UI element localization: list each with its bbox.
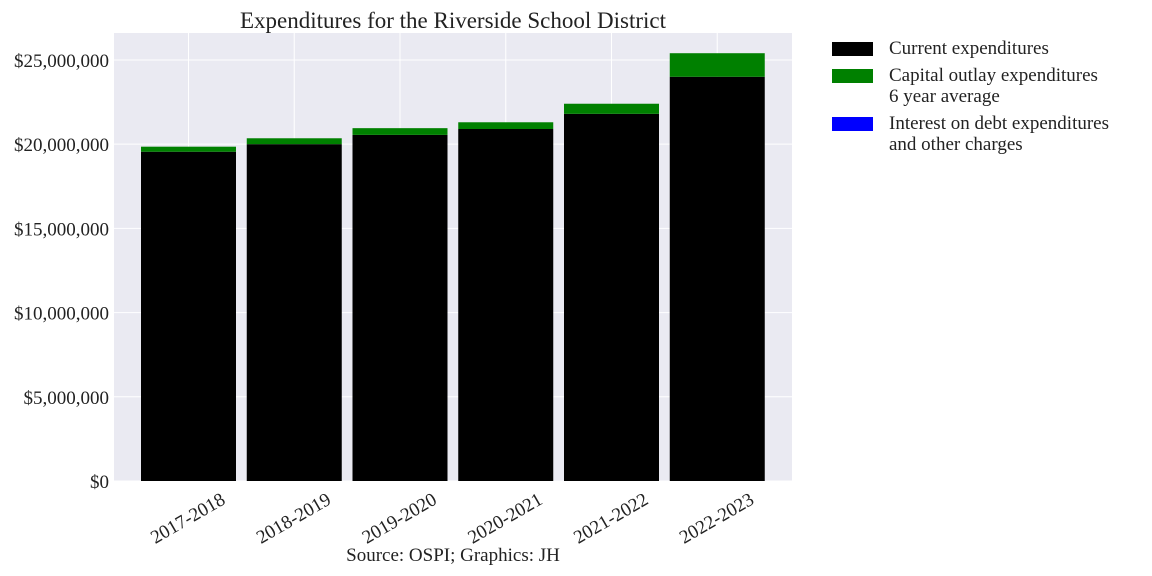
x-tick-label-3: 2020-2021 bbox=[464, 489, 546, 548]
y-tick-label-0: $0 bbox=[90, 472, 109, 493]
x-tick-label-5: 2022-2023 bbox=[676, 489, 758, 548]
chart-title: Expenditures for the Riverside School Di… bbox=[240, 8, 667, 33]
legend-item-interest: Interest on debt expenditures and other … bbox=[832, 113, 1109, 155]
legend-item-capital: Capital outlay expenditures 6 year avera… bbox=[832, 65, 1109, 107]
bar-2019-2020-series-1 bbox=[352, 128, 448, 135]
x-tick-label-4: 2021-2022 bbox=[570, 489, 652, 548]
bar-2020-2021-series-0 bbox=[458, 129, 554, 481]
bar-2022-2023-series-0 bbox=[669, 76, 765, 481]
y-tick-label-5: $25,000,000 bbox=[14, 51, 109, 72]
bar-2020-2021-series-1 bbox=[458, 122, 554, 129]
legend-label-capital-line1: Capital outlay expenditures bbox=[889, 65, 1098, 86]
legend-label-capital: Capital outlay expenditures 6 year avera… bbox=[889, 65, 1098, 107]
y-tick-label-4: $20,000,000 bbox=[14, 135, 109, 156]
x-tick-label-2: 2019-2020 bbox=[359, 489, 441, 548]
bar-2018-2019-series-0 bbox=[246, 144, 342, 481]
legend-label-interest-line1: Interest on debt expenditures bbox=[889, 113, 1110, 134]
bar-2019-2020-series-0 bbox=[352, 134, 448, 482]
legend-swatch-interest bbox=[832, 117, 873, 131]
x-axis-ticks: 2017-2018 2018-2019 2019-2020 2020-2021 2021… bbox=[147, 489, 758, 548]
legend-label-current: Current expenditures bbox=[889, 38, 1049, 59]
legend-label-current-line1: Current expenditures bbox=[889, 38, 1049, 59]
bar-2017-2018-series-1 bbox=[141, 146, 236, 152]
y-tick-label-1: $5,000,000 bbox=[24, 388, 110, 409]
bars bbox=[141, 53, 765, 482]
legend-swatch-capital bbox=[832, 69, 873, 83]
bar-2021-2022-series-0 bbox=[564, 113, 659, 481]
legend: Current expenditures Capital outlay expe… bbox=[832, 38, 1109, 161]
y-axis-ticks: $0 $5,000,000 $10,000,000 $15,000,000 $20,00… bbox=[14, 51, 109, 493]
legend-swatch-current bbox=[832, 42, 873, 56]
bar-2018-2019-series-1 bbox=[246, 138, 342, 145]
legend-item-current: Current expenditures bbox=[832, 38, 1109, 59]
legend-label-capital-line2: 6 year average bbox=[889, 86, 1000, 107]
chart-source: Source: OSPI; Graphics: JH bbox=[346, 545, 560, 566]
legend-label-interest: Interest on debt expenditures and other … bbox=[889, 113, 1109, 155]
x-tick-label-0: 2017-2018 bbox=[147, 489, 229, 548]
bar-2017-2018-series-0 bbox=[141, 151, 236, 481]
bar-2022-2023-series-1 bbox=[669, 53, 765, 77]
y-tick-label-3: $15,000,000 bbox=[14, 219, 109, 240]
x-tick-label-1: 2018-2019 bbox=[253, 489, 335, 548]
y-tick-label-2: $10,000,000 bbox=[14, 304, 109, 325]
legend-label-interest-line2: and other charges bbox=[889, 134, 1023, 155]
bar-2021-2022-series-1 bbox=[564, 103, 659, 114]
